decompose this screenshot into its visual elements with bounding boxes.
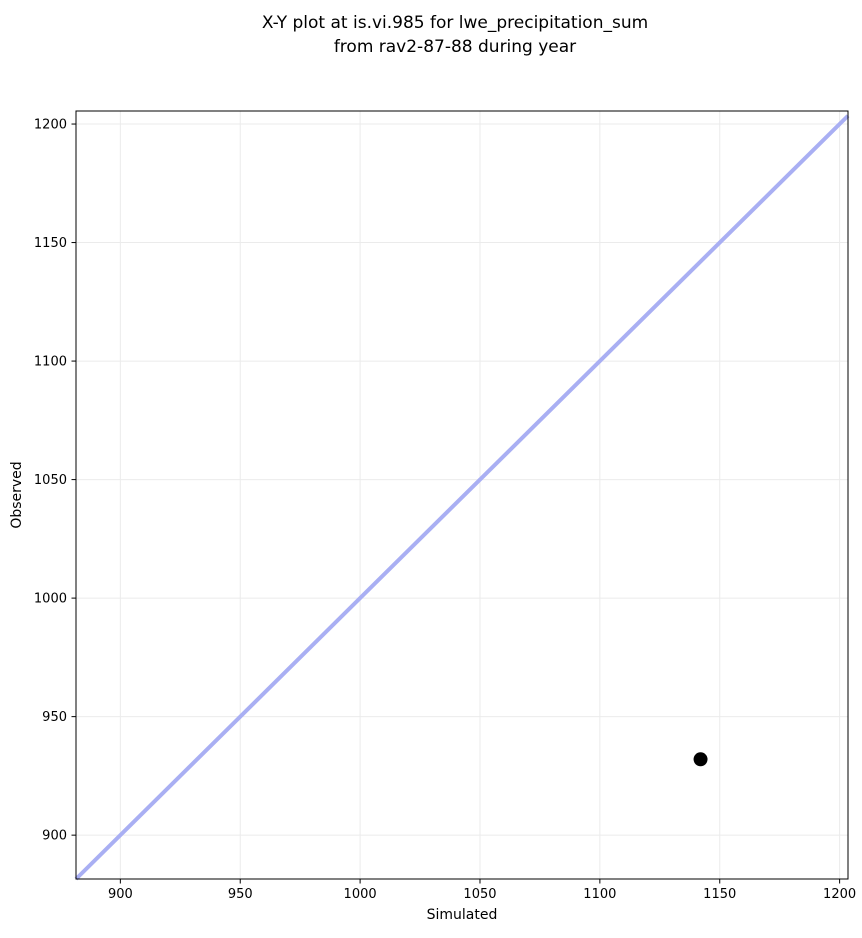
data-point	[693, 752, 708, 767]
identity-line	[74, 114, 850, 881]
y-tick-label-900: 900	[42, 829, 67, 844]
y-tick-label-1000: 1000	[34, 592, 67, 607]
chart-title-line-1: X-Y plot at is.vi.985 for lwe_precipitat…	[262, 13, 648, 33]
y-tick-label-1150: 1150	[34, 236, 67, 251]
chart-title-line-2: from rav2-87-88 during year	[334, 37, 576, 57]
y-tick-label-1050: 1050	[34, 473, 67, 488]
series-layer	[74, 114, 850, 881]
x-tick-label-1150: 1150	[703, 887, 736, 902]
axes-border	[75, 110, 849, 880]
x-axis-label: Simulated	[427, 907, 498, 923]
x-tick-label-1200: 1200	[823, 887, 856, 902]
x-tick-label-1100: 1100	[583, 887, 616, 902]
tick-layer: 900 950 1000 1050 1100 1150 1200 900 950 1000 1050…	[34, 118, 856, 902]
y-tick-label-1200: 1200	[34, 118, 67, 133]
y-tick-label-1100: 1100	[34, 355, 67, 370]
y-tick-label-950: 950	[42, 710, 67, 725]
x-tick-label-1000: 1000	[344, 887, 377, 902]
x-tick-label-1050: 1050	[463, 887, 496, 902]
y-axis-label: Observed	[9, 461, 25, 528]
x-tick-label-900: 900	[108, 887, 133, 902]
x-tick-label-950: 950	[228, 887, 253, 902]
